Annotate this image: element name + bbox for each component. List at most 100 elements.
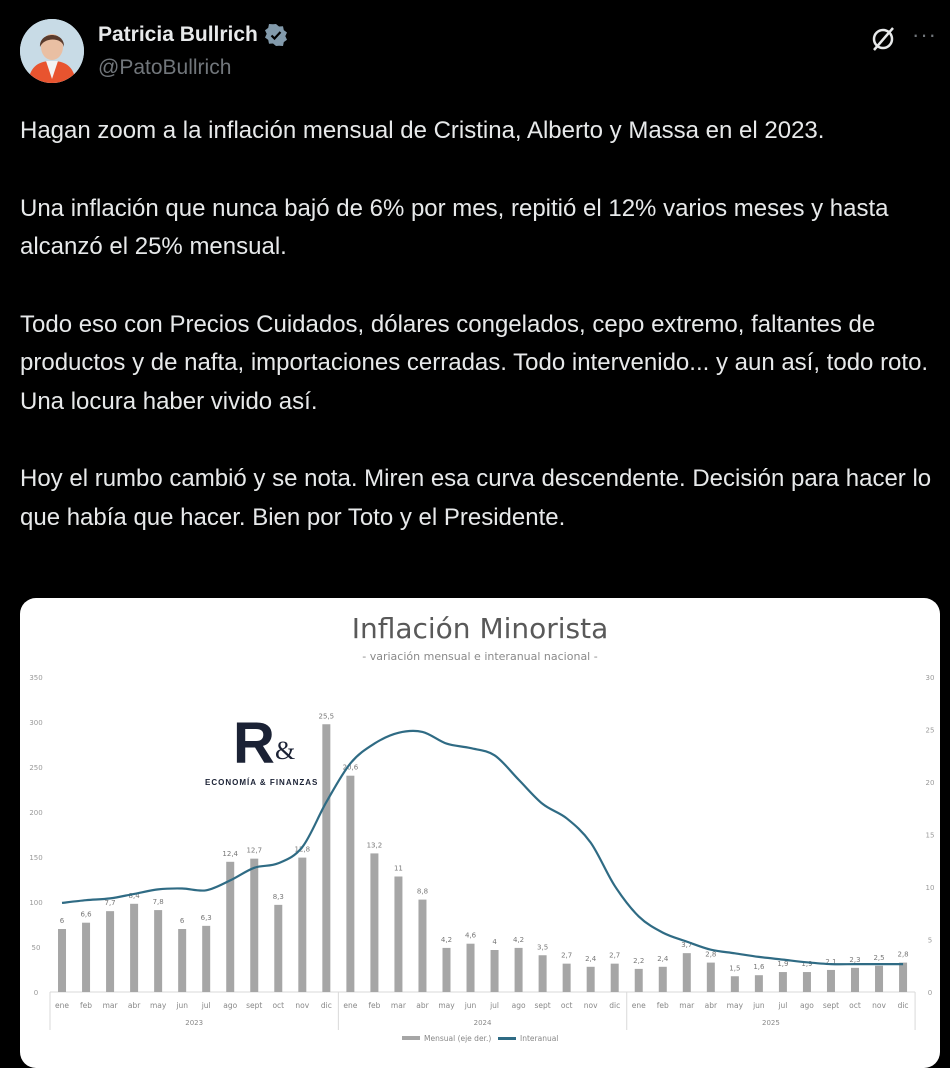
chart-image[interactable]: Inflación Minorista - variación mensual … [20,598,940,1068]
bar-mensual [274,904,283,992]
bar-data-label: 11 [394,865,403,873]
month-tick-label: jun [752,1001,765,1010]
month-tick-label: feb [368,1001,380,1010]
month-tick-label: feb [80,1001,92,1010]
bar-mensual [370,853,379,992]
bar-data-label: 2,4 [657,955,669,963]
right-axis-tick: 30 [926,674,935,682]
bar-data-label: 6 [180,917,185,925]
legend-swatch-mensual [402,1036,420,1040]
month-tick-label: sept [823,1001,839,1010]
month-tick-label: oct [849,1001,861,1010]
bar-data-label: 12,7 [246,847,262,855]
bar-mensual [130,903,139,992]
bar-data-label: 13,2 [367,841,383,849]
year-tick-label: 2024 [474,1019,492,1027]
logo-mark: R [233,711,275,776]
tweet-paragraph: Una inflación que nunca bajó de 6% por m… [20,194,889,261]
bar-mensual [346,775,355,992]
bar-data-label: 6 [60,917,65,925]
bar-mensual [826,969,835,992]
legend-swatch-interanual [498,1037,516,1040]
author-handle[interactable]: @PatoBullrich [98,56,232,79]
bar-mensual [82,922,91,992]
chart-subtitle: - variación mensual e interanual naciona… [362,650,598,663]
legend-label-interanual: Interanual [520,1034,558,1043]
bar-mensual [106,911,115,992]
avatar[interactable] [20,19,84,83]
right-axis-tick: 0 [928,989,932,997]
brand-logo: R & ECONOMÍA & FINANZAS [205,710,325,790]
more-options-icon[interactable]: ··· [912,22,937,47]
left-axis-tick: 350 [29,674,42,682]
bar-data-label: 7,7 [105,899,116,907]
month-tick-label: ene [632,1001,646,1010]
month-tick-label: dic [898,1001,909,1010]
month-tick-label: jul [489,1001,499,1010]
month-tick-label: sept [534,1001,550,1010]
bar-mensual [899,962,908,992]
grok-icon[interactable] [868,24,898,54]
month-tick-label: ene [343,1001,357,1010]
bar-data-label: 12,4 [222,850,238,858]
bar-data-label: 8,4 [129,892,141,900]
bar-mensual [658,966,667,992]
tweet-paragraph: Hoy el rumbo cambió y se nota. Miren esa… [20,465,932,531]
month-tick-label: jul [777,1001,787,1010]
bar-mensual [418,899,427,992]
month-tick-label: mar [103,1001,119,1010]
bar-mensual [226,861,235,992]
left-axis-tick: 250 [29,764,42,772]
tweet-paragraph: Hagan zoom a la inflación mensual de Cri… [20,117,825,144]
left-axis-tick: 300 [29,719,42,727]
bar-mensual [154,910,163,992]
author-name[interactable]: Patricia Bullrich [98,23,288,47]
right-axis-tick: 5 [928,937,932,945]
bar-mensual [562,963,571,992]
bar-data-label: 2,8 [897,951,908,959]
bar-mensual [514,947,523,992]
month-tick-label: mar [391,1001,407,1010]
verified-badge-icon [264,24,287,46]
logo-amp: & [275,736,296,765]
bar-data-label: 2,5 [873,954,884,962]
month-tick-label: ago [512,1001,526,1010]
bar-mensual [178,929,187,992]
right-axis-tick: 20 [926,779,935,787]
month-tick-label: feb [657,1001,669,1010]
tweet-paragraph: Todo eso con Precios Cuidados, dólares c… [20,310,929,415]
left-axis-tick: 200 [29,809,42,817]
bar-data-label: 3,7 [681,941,692,949]
bar-data-label: 1,9 [777,960,788,968]
bar-data-label: 2,1 [825,958,836,966]
month-tick-label: abr [416,1001,429,1010]
month-tick-label: nov [872,1001,886,1010]
bar-mensual [778,972,787,992]
bar-data-label: 4,2 [441,936,452,944]
tweet-text: Hagan zoom a la inflación mensual de Cri… [20,112,945,576]
left-axis-tick: 50 [32,944,41,952]
month-tick-label: abr [705,1001,718,1010]
bar-mensual [58,929,67,992]
bar-data-label: 2,7 [561,952,572,960]
right-axis-tick: 15 [926,832,935,840]
month-tick-label: nov [584,1001,598,1010]
bar-data-label: 3,5 [537,943,548,951]
bar-mensual [610,963,619,992]
chart: 05010015020025030035005101520253066,67,7… [29,674,935,1043]
bar-data-label: 12,8 [295,846,311,854]
bar-mensual [298,857,307,992]
right-axis-tick: 10 [926,884,935,892]
month-tick-label: abr [128,1001,141,1010]
bar-data-label: 4 [492,938,497,946]
bar-mensual [250,858,259,992]
month-tick-label: may [438,1001,455,1010]
month-tick-label: dic [609,1001,620,1010]
bar-mensual [466,943,475,992]
month-tick-label: nov [295,1001,309,1010]
bar-data-label: 2,3 [849,956,860,964]
month-tick-label: ago [223,1001,237,1010]
year-tick-label: 2023 [185,1019,203,1027]
month-tick-label: sept [246,1001,262,1010]
month-tick-label: may [150,1001,167,1010]
